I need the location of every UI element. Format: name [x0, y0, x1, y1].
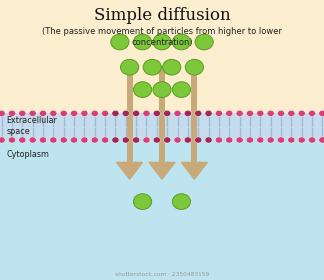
- Circle shape: [267, 110, 274, 116]
- Circle shape: [111, 34, 129, 50]
- Bar: [0, 113, 324, 140]
- Circle shape: [112, 110, 119, 116]
- Circle shape: [60, 110, 67, 116]
- Circle shape: [288, 110, 295, 116]
- Circle shape: [133, 137, 140, 143]
- Circle shape: [184, 110, 191, 116]
- Circle shape: [133, 110, 140, 116]
- Polygon shape: [181, 162, 207, 179]
- Circle shape: [185, 59, 203, 75]
- Circle shape: [40, 110, 47, 116]
- Circle shape: [71, 137, 78, 143]
- Text: (The passive movement of particles from higher to lower
concentration): (The passive movement of particles from …: [42, 27, 282, 47]
- Circle shape: [91, 110, 98, 116]
- Circle shape: [267, 137, 274, 143]
- Circle shape: [91, 137, 98, 143]
- Circle shape: [153, 34, 171, 50]
- Circle shape: [81, 110, 88, 116]
- Circle shape: [163, 59, 181, 75]
- Circle shape: [29, 137, 36, 143]
- Bar: [191, 67, 197, 162]
- Circle shape: [257, 110, 264, 116]
- Circle shape: [174, 137, 181, 143]
- Text: Cytoplasm: Cytoplasm: [6, 150, 50, 159]
- Circle shape: [236, 110, 243, 116]
- Circle shape: [277, 110, 284, 116]
- Circle shape: [215, 137, 223, 143]
- Circle shape: [174, 110, 181, 116]
- Circle shape: [40, 137, 47, 143]
- Circle shape: [101, 110, 109, 116]
- Circle shape: [226, 137, 233, 143]
- Circle shape: [133, 194, 152, 209]
- Circle shape: [215, 110, 223, 116]
- Circle shape: [50, 137, 57, 143]
- Bar: [0, 127, 324, 280]
- Circle shape: [122, 137, 129, 143]
- Circle shape: [153, 137, 160, 143]
- Circle shape: [122, 110, 129, 116]
- Circle shape: [143, 137, 150, 143]
- Circle shape: [288, 137, 295, 143]
- Circle shape: [19, 110, 26, 116]
- Circle shape: [0, 110, 5, 116]
- Circle shape: [184, 137, 191, 143]
- Circle shape: [29, 110, 36, 116]
- Circle shape: [308, 137, 316, 143]
- Circle shape: [246, 110, 253, 116]
- Circle shape: [143, 110, 150, 116]
- Circle shape: [19, 137, 26, 143]
- Circle shape: [164, 110, 171, 116]
- Circle shape: [308, 110, 316, 116]
- Circle shape: [172, 34, 191, 50]
- Circle shape: [153, 82, 171, 97]
- Circle shape: [172, 82, 191, 97]
- Polygon shape: [117, 162, 143, 179]
- Text: shutterstock.com · 2350483159: shutterstock.com · 2350483159: [115, 272, 209, 277]
- Circle shape: [319, 137, 324, 143]
- Circle shape: [195, 110, 202, 116]
- Polygon shape: [149, 162, 175, 179]
- Circle shape: [101, 137, 109, 143]
- Circle shape: [133, 34, 152, 50]
- Circle shape: [164, 137, 171, 143]
- Circle shape: [205, 137, 212, 143]
- Circle shape: [133, 82, 152, 97]
- Circle shape: [112, 137, 119, 143]
- Circle shape: [205, 110, 212, 116]
- Text: Extracellular
space: Extracellular space: [6, 116, 57, 136]
- Circle shape: [81, 137, 88, 143]
- Circle shape: [236, 137, 243, 143]
- Circle shape: [8, 137, 16, 143]
- Circle shape: [319, 110, 324, 116]
- Circle shape: [71, 110, 78, 116]
- Circle shape: [143, 59, 161, 75]
- Circle shape: [121, 59, 139, 75]
- Circle shape: [8, 110, 16, 116]
- Bar: [159, 67, 165, 162]
- Circle shape: [172, 194, 191, 209]
- Circle shape: [298, 110, 305, 116]
- Circle shape: [257, 137, 264, 143]
- Circle shape: [195, 34, 213, 50]
- Circle shape: [246, 137, 253, 143]
- Circle shape: [50, 110, 57, 116]
- Circle shape: [153, 110, 160, 116]
- Circle shape: [195, 137, 202, 143]
- Circle shape: [60, 137, 67, 143]
- Text: Simple diffusion: Simple diffusion: [94, 7, 230, 24]
- Circle shape: [298, 137, 305, 143]
- Circle shape: [226, 110, 233, 116]
- Circle shape: [0, 137, 5, 143]
- Circle shape: [277, 137, 284, 143]
- Bar: [127, 67, 133, 162]
